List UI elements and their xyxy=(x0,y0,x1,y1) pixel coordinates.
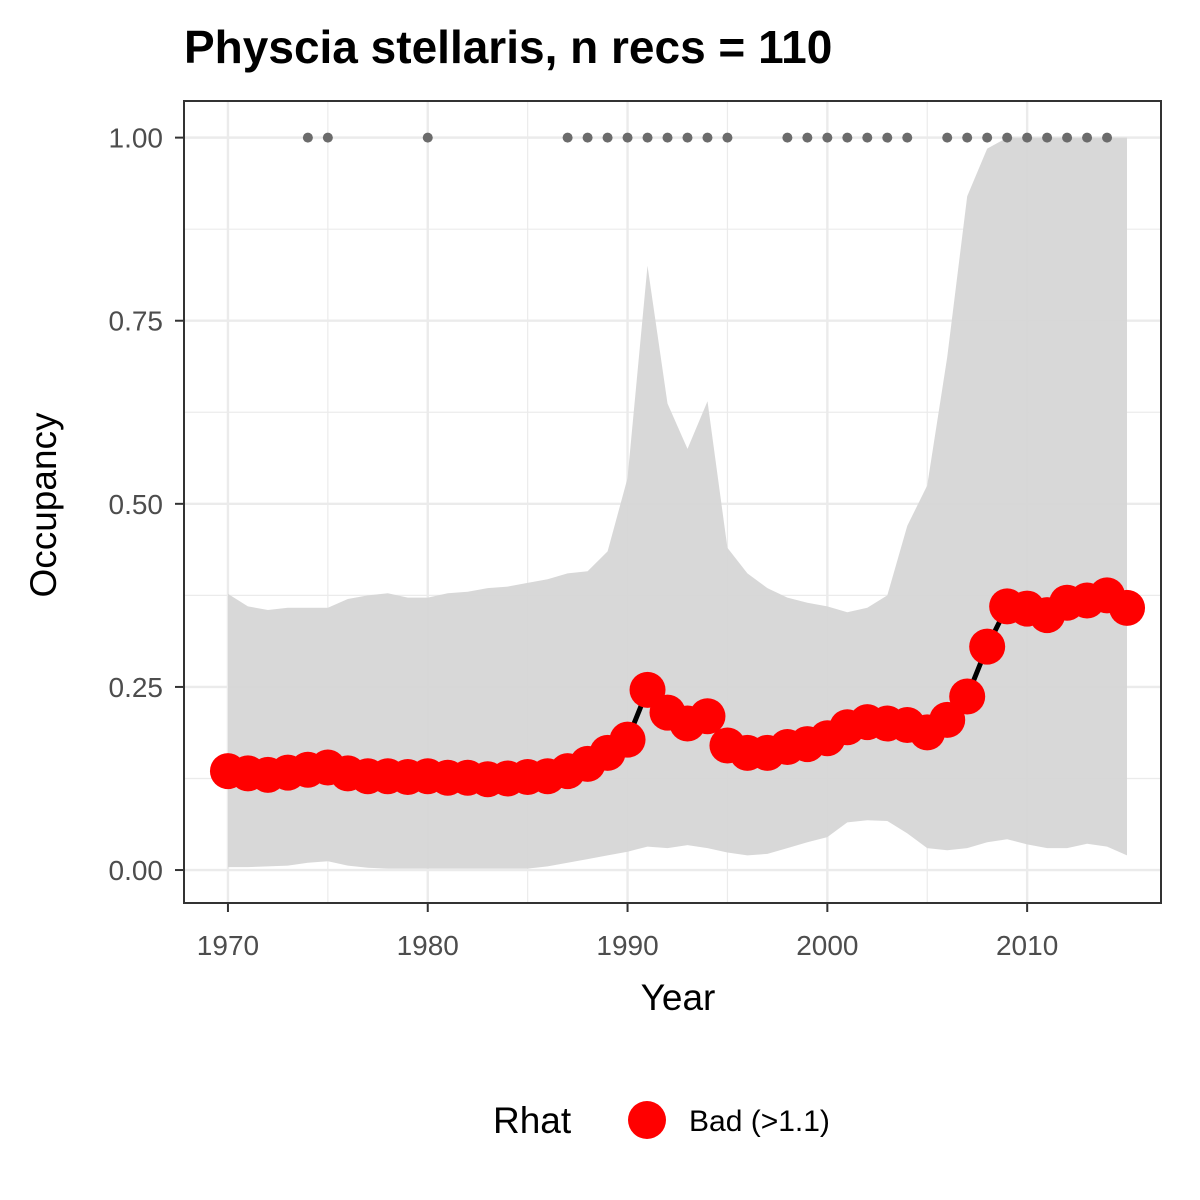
legend-title: Rhat xyxy=(493,1100,572,1141)
record-marker xyxy=(602,132,613,143)
record-marker xyxy=(1022,132,1033,143)
record-marker xyxy=(702,132,713,143)
y-tick-label: 0.75 xyxy=(109,306,164,337)
record-marker xyxy=(942,132,953,143)
x-tick-label: 1990 xyxy=(596,930,658,961)
record-marker xyxy=(562,132,573,143)
record-marker xyxy=(862,132,873,143)
y-tick-label: 1.00 xyxy=(109,123,164,154)
record-marker xyxy=(662,132,673,143)
record-marker xyxy=(1042,132,1053,143)
credible-interval-ribbon xyxy=(228,137,1127,869)
y-axis-title: Occupancy xyxy=(23,412,64,598)
occupancy-point xyxy=(1109,589,1146,626)
y-tick-label: 0.00 xyxy=(109,855,164,886)
record-marker xyxy=(682,132,693,143)
record-marker xyxy=(902,132,913,143)
occupancy-points xyxy=(209,577,1146,798)
record-marker xyxy=(982,132,993,143)
record-marker xyxy=(1082,132,1093,143)
record-marker xyxy=(882,132,893,143)
record-marker xyxy=(1102,132,1113,143)
y-tick-label: 0.25 xyxy=(109,672,164,703)
occupancy-point xyxy=(689,698,726,735)
x-tick-label: 1980 xyxy=(397,930,459,961)
occupancy-point xyxy=(929,701,966,738)
record-marker xyxy=(822,132,833,143)
x-axis: 1970 1980 1990 2000 2010 xyxy=(197,903,1058,961)
record-year-markers xyxy=(302,132,1113,143)
occupancy-point xyxy=(609,721,646,758)
record-marker xyxy=(622,132,633,143)
y-tick-label: 0.50 xyxy=(109,489,164,520)
record-marker xyxy=(782,132,793,143)
legend-key-bad xyxy=(628,1101,666,1139)
record-marker xyxy=(322,132,333,143)
chart-title: Physcia stellaris, n recs = 110 xyxy=(184,21,832,73)
occupancy-point xyxy=(969,628,1006,665)
record-marker xyxy=(962,132,973,143)
record-marker xyxy=(1062,132,1073,143)
x-tick-label: 2010 xyxy=(996,930,1058,961)
record-marker xyxy=(722,132,733,143)
y-axis: 0.00 0.25 0.50 0.75 1.00 xyxy=(109,123,184,886)
x-tick-label: 1970 xyxy=(197,930,259,961)
record-marker xyxy=(802,132,813,143)
record-marker xyxy=(302,132,313,143)
x-tick-label: 2000 xyxy=(796,930,858,961)
record-marker xyxy=(582,132,593,143)
legend-label-bad: Bad (>1.1) xyxy=(689,1105,830,1138)
record-marker xyxy=(642,132,653,143)
record-marker xyxy=(842,132,853,143)
record-marker xyxy=(1002,132,1013,143)
legend: Rhat Bad (>1.1) xyxy=(493,1100,830,1141)
panel-border xyxy=(183,100,1162,904)
record-marker xyxy=(422,132,433,143)
occupancy-point xyxy=(949,678,986,715)
x-axis-title: Year xyxy=(641,977,716,1018)
plot-panel xyxy=(183,100,1162,904)
